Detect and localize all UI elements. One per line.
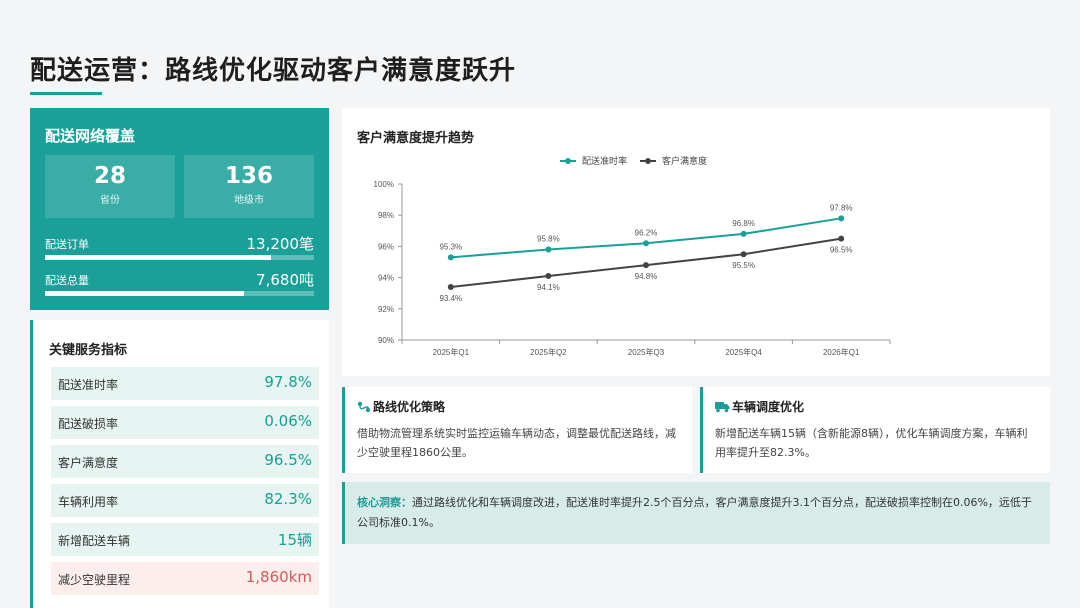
data-label: 94.8% [635,272,658,281]
metric-volume: 配送总量 7,680吨 [45,269,314,289]
orders-progress-bar [45,255,314,260]
strategy-body: 新增配送车辆15辆（含新能源8辆），优化车辆调度方案，车辆利用率提升至82.3%… [715,427,1028,459]
data-point [838,235,845,242]
coverage-title: 配送网络覆盖 [45,127,136,145]
metric-label: 配送总量 [45,274,89,287]
data-label: 95.8% [537,235,560,244]
data-label: 95.3% [439,242,462,251]
strategy-body: 借助物流管理系统实时监控运输车辆动态，调整最优配送路线，减少空驶里程1860公里… [357,427,676,459]
volume-progress-bar [45,291,314,296]
data-label: 95.5% [732,261,755,270]
x-tick-label: 2025年Q1 [433,347,470,357]
metric-label: 配送订单 [45,238,89,251]
insight-label: 核心洞察： [357,496,412,509]
truck-icon [715,402,730,413]
page-title: 配送运营：路线优化驱动客户满意度跃升 [30,56,517,86]
chart-card: 90% 92% 94% 96% 98% 100% 2025年Q1 2025年Q2 2025年Q3… [342,108,1050,376]
y-tick-label: 92% [378,305,394,314]
indicator-row: 新增配送车辆 15辆 [51,523,319,556]
indicator-label: 减少空驶里程 [58,573,131,587]
y-tick-label: 98% [378,211,394,220]
data-label: 93.4% [439,294,462,303]
data-point [545,246,552,253]
data-label: 96.5% [830,246,853,255]
indicator-row: 配送破损率 0.06% [51,406,319,439]
x-tick-label: 2025年Q3 [628,347,665,357]
insight-text: 通过路线优化和车辆调度改进，配送准时率提升2.5个百分点，客户满意度提升3.1个… [357,496,1032,529]
legend-label: 客户满意度 [662,155,707,166]
route-icon [357,401,371,413]
indicator-label: 新增配送车辆 [58,534,131,548]
indicator-value: 96.5% [264,451,312,469]
indicator-label: 客户满意度 [58,456,119,470]
y-tick-label: 96% [378,242,394,251]
stat-cities: 136 地级市 [184,155,314,218]
stat-value: 28 [93,163,126,189]
indicator-value: 15辆 [277,531,312,549]
series-line-0 [450,217,842,259]
coverage-card: 配送网络覆盖 28 省份 136 地级市 配送订单 13,200笔 配送总量 7… [30,108,329,310]
strategy-title: 路线优化策略 [373,400,446,414]
data-point [643,240,649,247]
indicator-row: 客户满意度 96.5% [51,445,319,478]
metric-value: 13,200笔 [246,235,315,253]
data-label: 97.8% [830,203,853,212]
stat-unit: 省份 [100,195,120,206]
data-point [447,283,454,290]
indicator-row: 配送准时率 97.8% [51,367,319,400]
legend-label: 配送准时率 [582,155,627,166]
indicator-value: 97.8% [264,373,312,391]
metric-orders: 配送订单 13,200笔 [45,233,314,253]
line-chart: 90% 92% 94% 96% 98% 100% 2025年Q1 2025年Q2 2025年Q3… [374,155,891,357]
stat-unit: 地级市 [234,195,264,206]
title-underline [30,92,102,95]
strategy-card-route: 路线优化策略 借助物流管理系统实时监控运输车辆动态，调整最优配送路线，减少空驶里… [342,387,692,473]
strategy-title: 车辆调度优化 [732,400,805,414]
data-point [545,273,552,280]
indicator-label: 配送准时率 [58,378,119,392]
data-label: 96.8% [732,219,755,228]
x-tick-label: 2025年Q4 [725,347,762,357]
insight-box: 核心洞察：通过路线优化和车辆调度改进，配送准时率提升2.5个百分点，客户满意度提… [342,482,1050,544]
strategy-header: 车辆调度优化 [715,398,1038,416]
indicator-value: 1,860km [245,568,312,586]
data-label: 96.2% [635,228,658,237]
legend-marker [565,158,571,164]
data-point [740,230,747,237]
indicator-row: 车辆利用率 82.3% [51,484,319,517]
chart-title: 客户满意度提升趋势 [357,131,475,146]
legend-marker [645,158,651,164]
x-tick-label: 2026年Q1 [823,347,860,357]
y-tick-label: 100% [374,180,394,189]
indicator-row-warning: 减少空驶里程 1,860km [51,562,319,595]
stat-value: 136 [224,163,273,189]
strategy-header: 路线优化策略 [357,398,680,416]
y-tick-label: 94% [378,274,394,283]
data-point [838,215,845,222]
x-tick-label: 2025年Q2 [530,347,567,357]
indicators-title: 关键服务指标 [49,343,128,358]
indicator-label: 配送破损率 [58,417,119,431]
indicators-card: 关键服务指标 配送准时率 97.8% 配送破损率 0.06% 客户满意度 96.… [30,320,329,608]
data-label: 94.1% [537,283,560,292]
y-tick-label: 90% [378,336,394,345]
data-point [740,251,747,258]
indicator-value: 82.3% [264,490,312,508]
orders-progress-fill [45,255,271,260]
data-point [447,254,454,261]
metric-value: 7,680吨 [256,271,314,289]
stat-provinces: 28 省份 [45,155,175,218]
data-point [643,262,649,269]
indicator-label: 车辆利用率 [58,495,119,509]
strategy-card-dispatch: 车辆调度优化 新增配送车辆15辆（含新能源8辆），优化车辆调度方案，车辆利用率提… [700,387,1050,473]
indicator-value: 0.06% [264,412,312,430]
volume-progress-fill [45,291,245,296]
